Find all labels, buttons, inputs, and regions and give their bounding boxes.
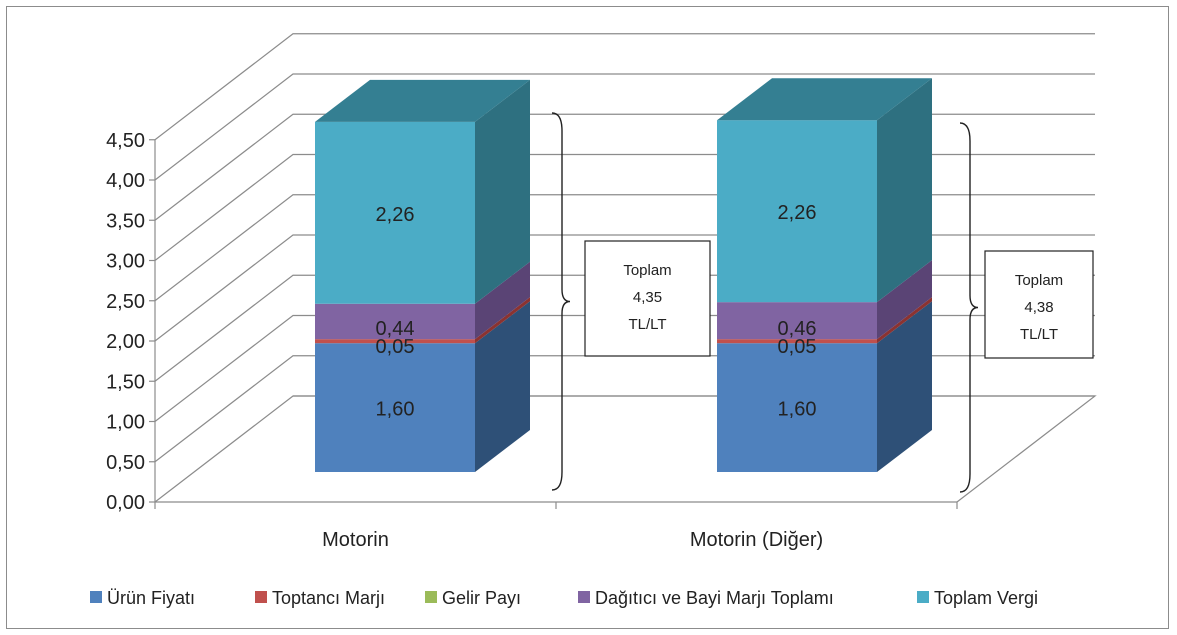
bar-segment-side <box>877 78 932 303</box>
bar-segment-side <box>475 79 530 304</box>
data-label: 0,46 <box>778 318 817 340</box>
bar-top <box>315 79 530 122</box>
gridline <box>154 113 1095 221</box>
gridline <box>154 33 1095 141</box>
data-label: 1,60 <box>778 399 817 421</box>
bar-segment-side <box>877 260 932 340</box>
y-axis: 0,00 0,50 1,00 1,50 2,00 2,50 3,00 3,50 4,00 4,50… <box>106 130 958 551</box>
y-tick-label: 3,50 <box>106 210 145 232</box>
bar-segment-front <box>315 121 475 304</box>
legend-label: Dağıtıcı ve Bayi Marjı Toplamı <box>595 588 834 608</box>
wall-edge-2 <box>155 0 293 140</box>
legend-swatch <box>255 591 267 603</box>
bar-segment-front <box>717 339 877 344</box>
legend-swatch <box>917 591 929 603</box>
y-tick-label: 1,50 <box>106 371 145 393</box>
gridline <box>154 355 1095 463</box>
bar-stack: 1,60 0,050,46 2,26 <box>717 78 932 472</box>
wall-edge <box>155 0 293 140</box>
total-box <box>984 250 1094 359</box>
y-tick-label: 2,50 <box>106 291 145 313</box>
data-label: 0,05 <box>778 336 817 358</box>
bar-segment-front <box>315 343 475 472</box>
data-label: 1,60 <box>376 399 415 421</box>
legend-label: Ürün Fiyatı <box>107 588 195 608</box>
bar-top <box>717 78 932 121</box>
total-box-text: 4,38 <box>1024 299 1053 316</box>
y-tick-label: 4,50 <box>106 130 145 152</box>
annotations: Toplam 4,35 TL/LT Toplam 4,38 TL/LT <box>551 112 1094 493</box>
bar-segment-side <box>877 301 932 472</box>
legend-label: Toplam Vergi <box>934 588 1038 608</box>
y-tick-label: 3,00 <box>106 251 145 273</box>
total-box-text: TL/LT <box>1020 326 1058 343</box>
total-box-text: Toplam <box>1015 272 1063 289</box>
total-box <box>584 240 711 357</box>
bar-stack: 1,60 0,050,44 2,26 <box>315 79 530 472</box>
y-tick-label: 0,00 <box>106 492 145 514</box>
wall-guide <box>155 0 293 140</box>
data-label: 2,26 <box>376 204 415 226</box>
total-box-text: Toplam <box>623 262 671 279</box>
data-label: 0,05 <box>376 336 415 358</box>
y-tick-label: 2,00 <box>106 331 145 353</box>
bar-segment-side <box>475 297 530 344</box>
y-tick-label: 0,50 <box>106 452 145 474</box>
bar-segment-side <box>475 301 530 472</box>
total-brace <box>959 122 979 493</box>
legend-swatch <box>425 591 437 603</box>
total-brace <box>551 112 571 491</box>
legend: Ürün Fiyatı Toptancı Marjı Gelir Payı Dağıt… <box>90 588 1038 608</box>
bar-segment-side <box>877 297 932 344</box>
legend-swatch <box>578 591 590 603</box>
total-box-text: 4,35 <box>633 289 662 306</box>
bar-segment-front <box>717 120 877 303</box>
gridline <box>154 73 1095 181</box>
bar-segment-front <box>315 339 475 344</box>
gridline <box>154 395 1095 503</box>
floor-edge <box>293 395 1097 503</box>
bar-segment-side <box>475 261 530 340</box>
y-tick-label: 4,00 <box>106 170 145 192</box>
x-category-label: Motorin (Diğer) <box>690 529 823 551</box>
bar-segment-front <box>717 343 877 472</box>
y-tick-label: 1,00 <box>106 412 145 434</box>
x-category-label: Motorin <box>322 529 389 551</box>
data-label: 2,26 <box>778 202 817 224</box>
bars: 1,600,050,442,261,600,050,462,26 <box>315 78 932 472</box>
bar-segment-front <box>717 302 877 340</box>
legend-swatch <box>90 591 102 603</box>
data-label: 0,44 <box>376 318 415 340</box>
bar-segment-front <box>315 303 475 340</box>
legend-label: Toptancı Marjı <box>272 588 385 608</box>
legend-label: Gelir Payı <box>442 588 521 608</box>
total-box-text: TL/LT <box>628 316 666 333</box>
